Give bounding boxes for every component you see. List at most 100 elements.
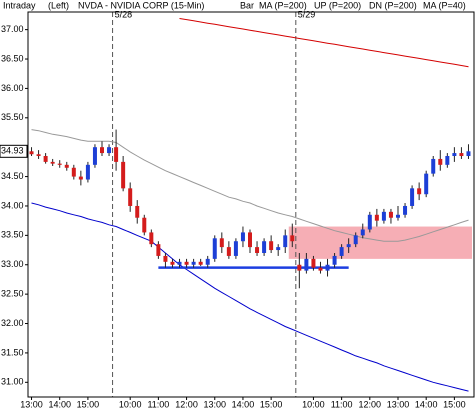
session-date: 5/29 (298, 9, 316, 19)
candle-body (339, 247, 344, 256)
x-tick-label: 10:00 (119, 399, 142, 409)
x-tick-label: 13:00 (20, 399, 43, 409)
candle-body (459, 153, 464, 157)
candle-body (163, 255, 168, 262)
legend-label: DN (P=200) (369, 0, 417, 10)
candle-body (36, 154, 41, 157)
legend-bar: Bar (240, 0, 254, 10)
last-price-label: 34.93 (1, 146, 24, 156)
y-tick-label: 36.00 (1, 83, 24, 93)
y-tick-label: 31.00 (1, 377, 24, 387)
candle-body (269, 241, 274, 251)
candle-body (142, 217, 147, 233)
candle-body (233, 241, 238, 256)
y-tick-label: 34.50 (1, 171, 24, 181)
y-tick-label: 31.50 (1, 347, 24, 357)
x-tick-label: 11:00 (147, 399, 169, 409)
candle-body (219, 238, 224, 248)
x-tick-label: 10:00 (302, 399, 325, 409)
candle-body (353, 235, 358, 245)
candle-body (367, 214, 372, 230)
candle-body (107, 147, 112, 154)
candle-body (135, 205, 140, 218)
candle-body (92, 147, 97, 165)
chart-label: Intraday (3, 0, 36, 10)
plot (29, 12, 472, 397)
candle-body (191, 261, 196, 265)
candle-body (85, 164, 90, 180)
candle-body (50, 161, 55, 164)
candle-body (452, 153, 457, 157)
candle-body (57, 163, 62, 165)
y-tick-label: 34.00 (1, 200, 24, 210)
y-tick-label: 33.00 (1, 259, 24, 269)
candle-body (297, 264, 302, 271)
candle-body (410, 188, 415, 206)
candle-body (332, 255, 337, 265)
chart-title: NVDA - NVIDIA CORP (15-Min) (78, 0, 204, 10)
candle-body (255, 247, 260, 253)
candle-body (445, 156, 450, 165)
candle-body (283, 235, 288, 248)
candle-body (177, 261, 182, 265)
candle-body (64, 164, 69, 168)
candle-body (212, 238, 217, 259)
candle-body (156, 244, 161, 256)
indicator-line (179, 18, 469, 68)
candle-body (43, 156, 48, 162)
candle-body (424, 173, 429, 195)
candle-body (114, 147, 119, 162)
candle-body (128, 188, 133, 206)
highlight-zone (288, 226, 472, 259)
candle-body (304, 258, 309, 271)
candle-body (318, 267, 323, 271)
candle-body (403, 205, 408, 215)
candle-body (205, 258, 210, 265)
candle-body (240, 232, 245, 242)
candle-body (262, 241, 267, 253)
candle-body (184, 261, 189, 265)
candle-body (417, 188, 422, 195)
session-date: 5/28 (115, 9, 133, 19)
axis-side: (Left) (48, 0, 69, 10)
x-tick-label: 12:00 (359, 399, 382, 409)
candle-body (360, 229, 365, 236)
indicator-line (31, 202, 469, 392)
x-tick-label: 12:00 (175, 399, 198, 409)
legend-label: UP (P=200) (314, 0, 361, 10)
x-tick-label: 13:00 (387, 399, 410, 409)
candle-body (226, 247, 231, 256)
x-tick-label: 14:00 (415, 399, 438, 409)
candle-body (276, 247, 281, 251)
candle-body (290, 235, 295, 242)
candle-body (248, 232, 252, 248)
indicator-line (31, 129, 469, 242)
candle-body (438, 158, 443, 165)
candle-body (100, 147, 104, 154)
legend-label: MA (P=200) (259, 0, 307, 10)
candle-body (170, 261, 175, 265)
candle-body (71, 167, 76, 177)
y-tick-label: 33.50 (1, 230, 24, 240)
candle-body (388, 211, 393, 218)
candle-body (121, 161, 126, 189)
x-tick-label: 11:00 (331, 399, 353, 409)
candle-body (149, 232, 154, 245)
x-tick-label: 15:00 (260, 399, 283, 409)
candle-body (346, 244, 351, 248)
y-tick-label: 32.00 (1, 318, 24, 328)
x-tick-label: 14:00 (48, 399, 71, 409)
candle-body (466, 151, 471, 157)
candle-body (29, 151, 34, 155)
x-tick-label: 15:00 (77, 399, 100, 409)
last-price-box (0, 144, 28, 158)
candle-body (396, 214, 400, 218)
candle-body (381, 211, 386, 221)
y-tick-label: 37.00 (1, 24, 24, 34)
candle-body (78, 176, 83, 180)
y-tick-label: 36.50 (1, 53, 24, 63)
candle-body (311, 258, 316, 268)
candle-body (431, 158, 436, 174)
